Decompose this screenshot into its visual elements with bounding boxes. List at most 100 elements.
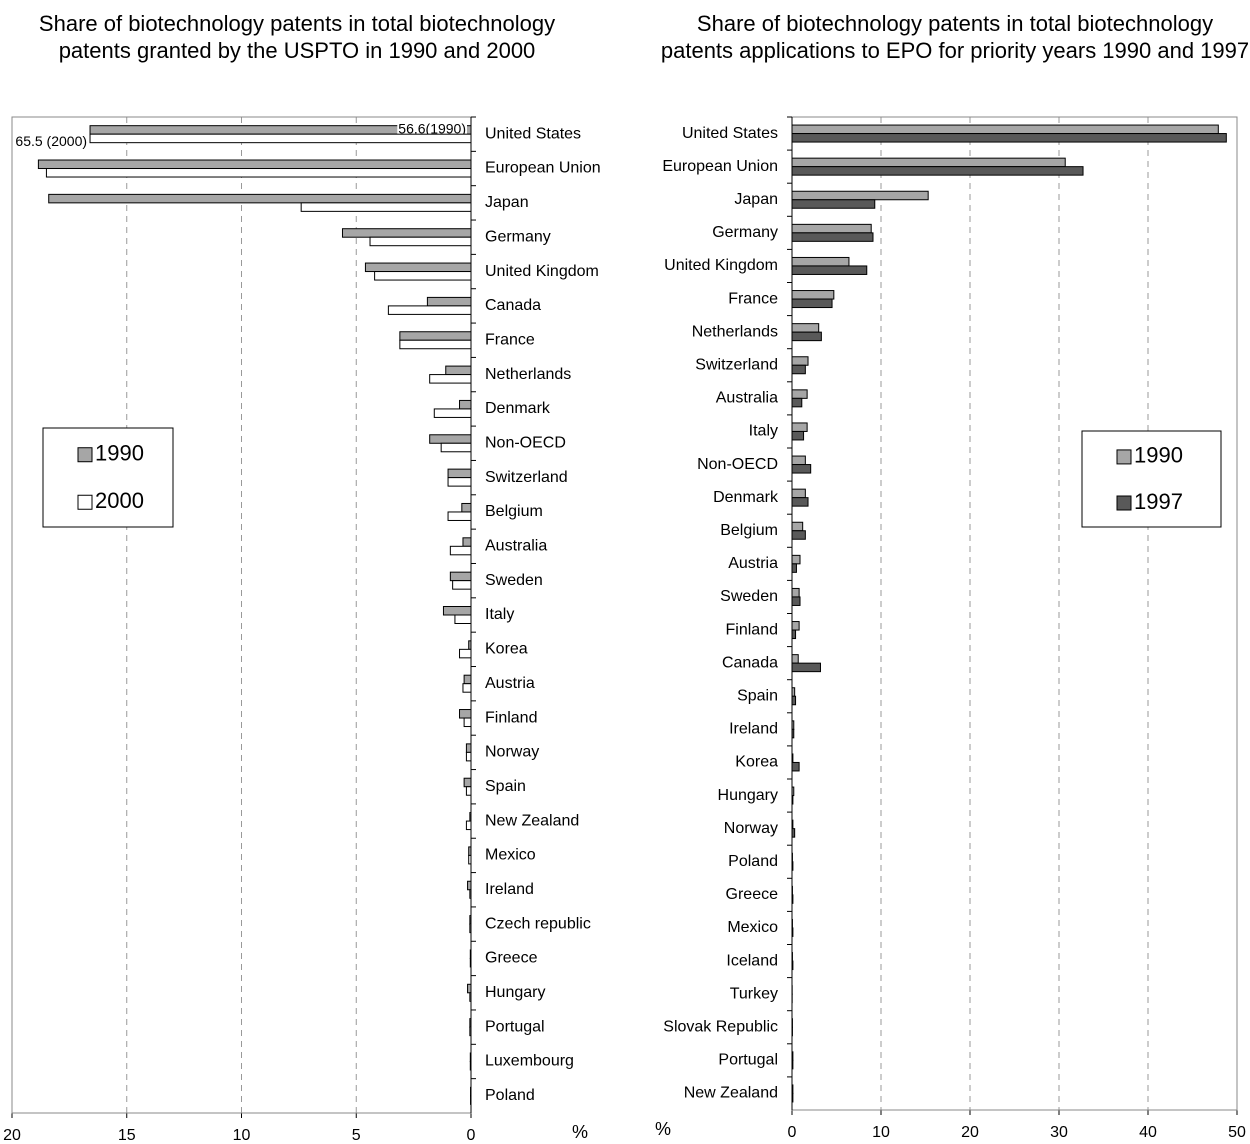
value-label: 65.5 (2000) <box>15 133 87 149</box>
category-label: France <box>485 331 535 348</box>
category-label: Netherlands <box>485 366 571 383</box>
bar <box>454 614 472 624</box>
category-label: Denmark <box>485 400 551 417</box>
category-label: Norway <box>485 744 539 761</box>
legend-swatch <box>1116 449 1132 465</box>
category-label: Canada <box>485 297 541 314</box>
bar <box>459 648 472 659</box>
bar <box>791 927 794 937</box>
value-label: 56.6(1990) <box>398 121 466 137</box>
bar <box>45 168 472 178</box>
bar <box>791 695 797 706</box>
category-label: Czech republic <box>485 915 591 932</box>
category-label: Mexico <box>485 847 536 864</box>
bar <box>440 442 472 453</box>
bar <box>791 290 835 300</box>
bar <box>791 389 808 399</box>
bar <box>462 537 472 547</box>
x-tick-label: 10 <box>233 1127 251 1144</box>
category-label: New Zealand <box>485 812 579 829</box>
category-label: United Kingdom <box>485 263 599 280</box>
legend-label: 1997 <box>1134 489 1183 514</box>
bar <box>442 606 472 616</box>
category-label: United States <box>682 125 778 142</box>
bar <box>791 687 796 697</box>
bar <box>37 159 472 170</box>
bar <box>791 894 794 904</box>
category-label: Non-OECD <box>485 434 566 451</box>
bar <box>468 854 472 865</box>
category-label: Belgium <box>720 522 778 539</box>
x-tick-label: 15 <box>118 1127 136 1144</box>
category-label: Portugal <box>718 1052 778 1069</box>
bar <box>791 587 800 598</box>
category-label: Switzerland <box>695 356 778 373</box>
category-label: Canada <box>722 654 778 671</box>
x-tick-label: 5 <box>352 1127 361 1144</box>
bar <box>791 397 803 408</box>
category-label: Japan <box>485 194 529 211</box>
bar <box>791 497 809 507</box>
bar <box>374 271 472 281</box>
bar <box>369 236 472 247</box>
category-label: Italy <box>485 606 514 623</box>
bar <box>429 434 472 444</box>
category-label: Germany <box>712 224 778 241</box>
bar <box>791 1059 794 1070</box>
bar <box>791 960 794 971</box>
bar <box>791 861 794 871</box>
bar <box>447 511 472 521</box>
bar <box>791 364 806 375</box>
bar <box>364 262 472 273</box>
legend-label: 1990 <box>95 441 144 466</box>
bar <box>461 502 472 513</box>
category-label: Ireland <box>729 721 778 738</box>
x-tick-label: 0 <box>467 1127 476 1144</box>
bar <box>465 751 472 762</box>
category-label: Germany <box>485 228 551 245</box>
bar <box>791 190 929 201</box>
legend-swatch <box>1116 495 1132 511</box>
bar <box>791 596 801 606</box>
category-label: Netherlands <box>692 323 778 340</box>
legend-box <box>42 427 174 528</box>
bar <box>465 786 472 796</box>
bar <box>469 1018 472 1028</box>
bar <box>465 743 472 753</box>
category-label: Italy <box>749 423 778 440</box>
bar <box>791 223 872 234</box>
bar <box>791 133 1227 143</box>
bar <box>469 923 472 934</box>
category-label: Mexico <box>727 919 778 936</box>
category-label: Sweden <box>720 588 778 605</box>
category-label: Spain <box>485 778 526 795</box>
category-label: Poland <box>728 853 778 870</box>
category-label: Turkey <box>730 985 778 1002</box>
category-label: Australia <box>485 538 547 555</box>
chart-title: Share of biotechnology patents in total … <box>38 11 556 63</box>
bar <box>469 1026 472 1037</box>
bar <box>459 399 472 410</box>
bar <box>469 812 472 822</box>
bar <box>791 166 1084 176</box>
category-label: United Kingdom <box>664 257 778 274</box>
x-tick-label: 10 <box>872 1124 890 1141</box>
x-axis-label: % <box>655 1119 671 1139</box>
bar <box>469 949 472 959</box>
bar <box>463 717 472 728</box>
bar <box>300 202 472 212</box>
bar <box>469 915 472 925</box>
category-label: Spain <box>737 687 778 704</box>
bar <box>445 365 472 376</box>
bar <box>426 296 472 307</box>
bar <box>791 1092 794 1103</box>
category-label: Belgium <box>485 503 543 520</box>
bar <box>469 992 472 1002</box>
x-axis-label: % <box>572 1122 588 1142</box>
bar <box>791 199 876 209</box>
category-label: Sweden <box>485 572 543 589</box>
category-label: Hungary <box>485 984 545 1001</box>
bar <box>791 422 808 432</box>
category-label: Finland <box>485 709 537 726</box>
category-label: Korea <box>485 641 528 658</box>
